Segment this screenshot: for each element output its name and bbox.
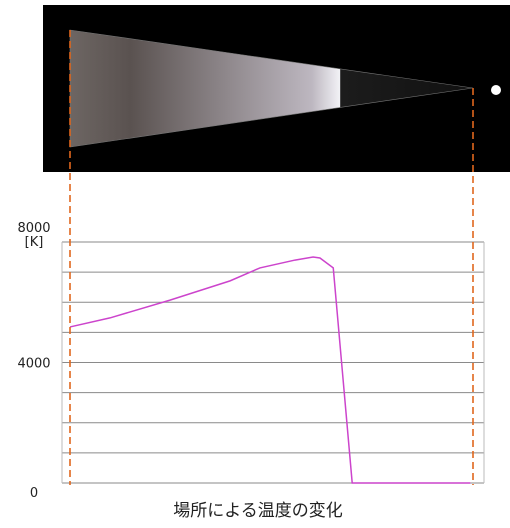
y-tick-label: 8000 — [17, 221, 50, 236]
y-tick-label: 4000 — [17, 357, 50, 372]
star — [491, 85, 501, 95]
caption: 場所による温度の変化 — [173, 501, 343, 521]
y-tick-label: 0 — [30, 486, 38, 501]
data-line — [69, 256, 471, 484]
y-axis-label: [K] — [25, 235, 44, 250]
